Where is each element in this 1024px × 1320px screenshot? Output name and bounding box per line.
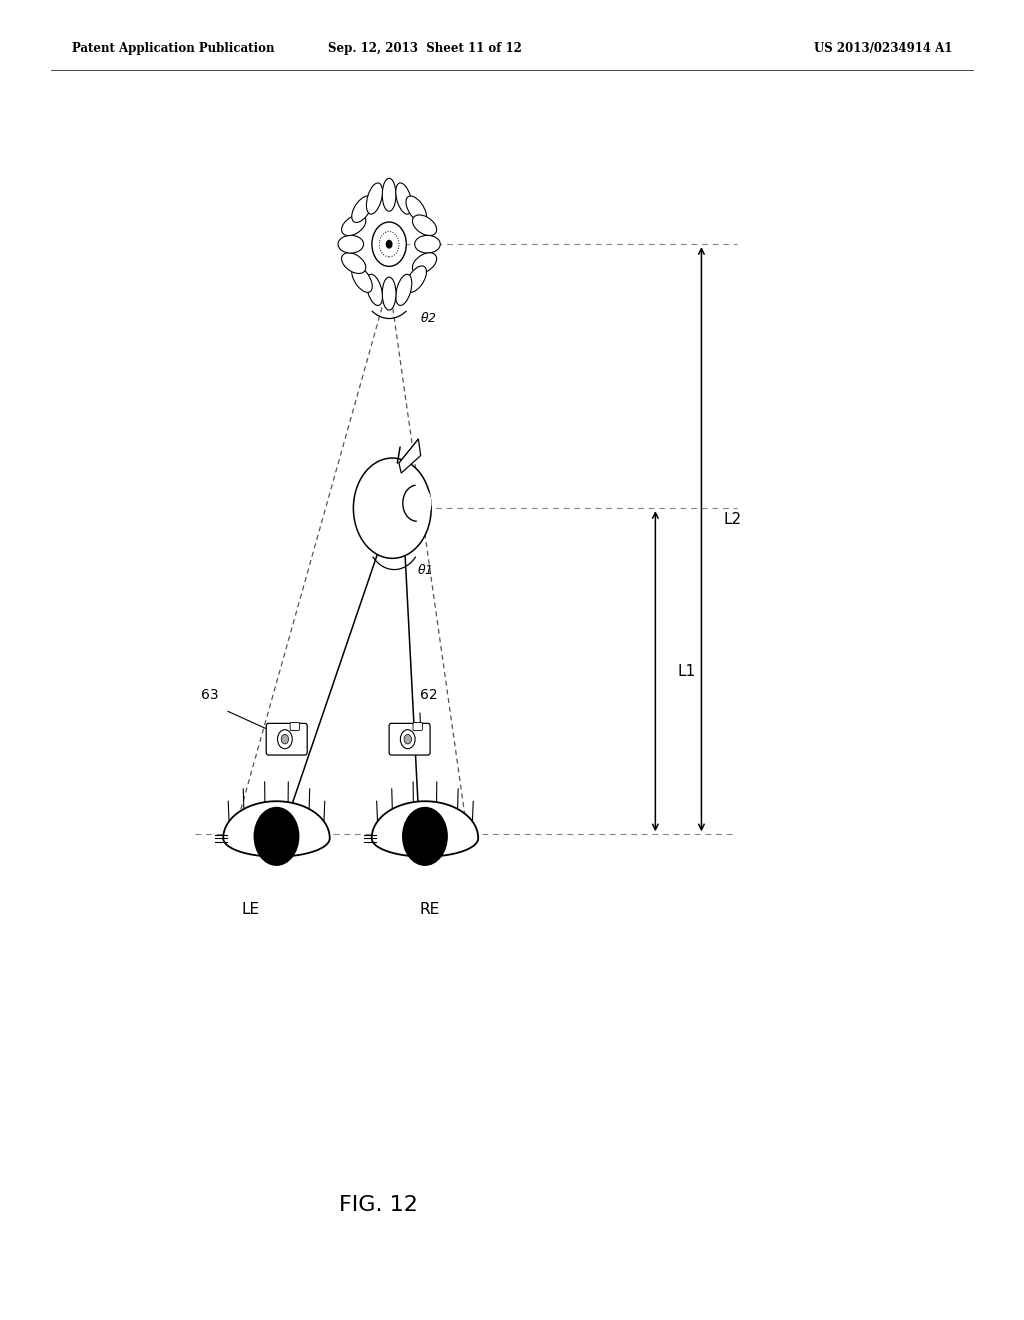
Ellipse shape	[367, 275, 383, 305]
Ellipse shape	[367, 183, 383, 214]
Circle shape	[379, 231, 399, 257]
FancyBboxPatch shape	[290, 722, 300, 730]
Circle shape	[372, 222, 407, 267]
Polygon shape	[372, 801, 478, 857]
Text: L1: L1	[678, 664, 696, 678]
Circle shape	[402, 486, 431, 521]
Polygon shape	[399, 440, 421, 473]
Circle shape	[404, 734, 412, 744]
Circle shape	[386, 240, 392, 248]
Ellipse shape	[342, 252, 366, 273]
Text: LE: LE	[242, 902, 260, 916]
Text: Patent Application Publication: Patent Application Publication	[72, 42, 274, 55]
Ellipse shape	[395, 275, 412, 305]
Ellipse shape	[382, 178, 396, 211]
Text: FIG. 12: FIG. 12	[339, 1195, 419, 1216]
Ellipse shape	[413, 252, 436, 273]
Ellipse shape	[406, 197, 426, 223]
Ellipse shape	[406, 265, 426, 292]
Circle shape	[400, 730, 415, 748]
FancyBboxPatch shape	[413, 722, 423, 730]
Ellipse shape	[338, 235, 364, 253]
Text: $\theta$2: $\theta$2	[420, 310, 436, 325]
Text: RE: RE	[420, 902, 440, 916]
Circle shape	[402, 807, 447, 866]
Ellipse shape	[415, 235, 440, 253]
Circle shape	[254, 807, 299, 866]
Text: 63: 63	[201, 688, 219, 702]
Ellipse shape	[352, 265, 373, 292]
Ellipse shape	[352, 197, 373, 223]
Ellipse shape	[395, 183, 412, 214]
Circle shape	[353, 458, 431, 558]
FancyBboxPatch shape	[389, 723, 430, 755]
Ellipse shape	[382, 277, 396, 310]
Polygon shape	[223, 801, 330, 857]
Circle shape	[278, 730, 292, 748]
Text: Sep. 12, 2013  Sheet 11 of 12: Sep. 12, 2013 Sheet 11 of 12	[328, 42, 522, 55]
FancyBboxPatch shape	[266, 723, 307, 755]
Ellipse shape	[413, 215, 436, 236]
Text: 62: 62	[420, 688, 437, 702]
Text: L2: L2	[724, 512, 742, 527]
Text: $\theta$1: $\theta$1	[417, 564, 432, 577]
Ellipse shape	[342, 215, 366, 236]
Circle shape	[282, 734, 289, 744]
Text: US 2013/0234914 A1: US 2013/0234914 A1	[814, 42, 952, 55]
